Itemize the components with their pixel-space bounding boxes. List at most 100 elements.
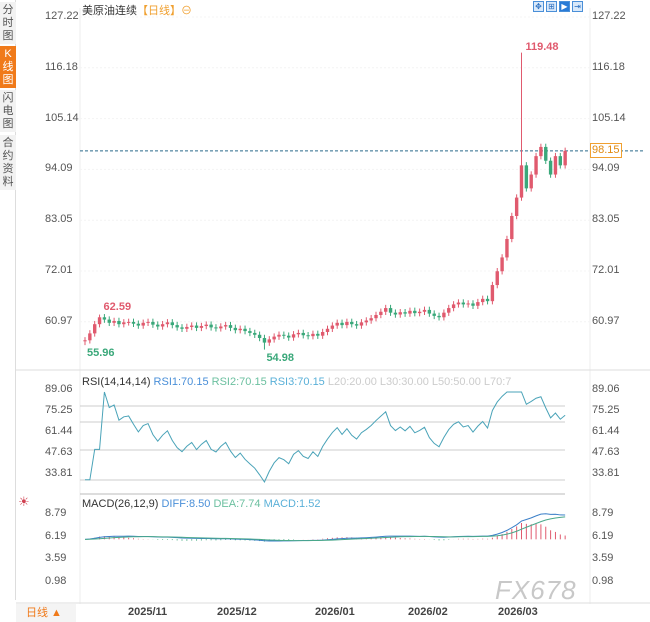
candle-body (451, 304, 456, 309)
candle-body (544, 146, 548, 161)
candle-body (335, 322, 339, 326)
candle-body (510, 215, 514, 240)
tab-flash-chart[interactable]: 闪电图 (0, 90, 16, 132)
macd-axis-label-right: 8.79 (592, 507, 614, 519)
candle-body (97, 317, 102, 325)
candle-body (126, 321, 131, 323)
tab-contract-info[interactable]: 合约资料 (0, 135, 16, 190)
candle-body (311, 333, 315, 337)
candle-body (146, 321, 150, 323)
candle-body (354, 324, 359, 326)
tab-time-chart[interactable]: 分时图 (0, 2, 16, 44)
candle-body (563, 150, 567, 166)
rsi-axis-label-right: 33.81 (592, 467, 620, 479)
rsi1-value: RSI1:70.15 (153, 376, 209, 388)
price-axis-label-right: 83.05 (592, 213, 620, 226)
candle-body (165, 322, 170, 325)
candle-body (306, 335, 310, 337)
low-annotation: 54.98 (266, 351, 294, 364)
price-axis-label: 60.97 (45, 314, 73, 327)
candle-body (296, 332, 301, 335)
candle-body (466, 303, 470, 305)
macd-axis-label-right: 6.19 (592, 529, 614, 542)
rsi-axis-label: 89.06 (45, 383, 73, 395)
date-label: 2026/03 (498, 606, 538, 618)
candle-body (379, 311, 383, 315)
macd-axis-label-right: 0.98 (592, 574, 614, 587)
rsi2-value: RSI2:70.15 (211, 376, 267, 388)
candle-body (495, 271, 499, 286)
candle-body (316, 333, 320, 336)
dea-line (84, 516, 566, 542)
candle-body (194, 325, 199, 328)
candle-body (248, 331, 252, 333)
price-axis-label-right: 127.22 (592, 10, 626, 22)
collapse-icon[interactable]: ⊖ (181, 5, 192, 17)
candle-body (442, 312, 446, 318)
rsi-label: RSI(14,14,14) (82, 376, 151, 388)
candle-body (524, 165, 529, 189)
l50-value: L50:50.00 (431, 376, 481, 388)
candle-body (553, 156, 558, 175)
period-label[interactable]: 【日线】 (137, 5, 181, 17)
date-label: 2025/11 (128, 606, 168, 618)
candle-body (180, 327, 184, 329)
candle-body (350, 321, 354, 325)
candle-body (456, 302, 461, 305)
tab-kline-chart[interactable]: K线图 (0, 46, 16, 88)
candle-body (262, 337, 267, 343)
candle-body (398, 312, 402, 315)
candle-body (539, 146, 543, 157)
candle-body (199, 326, 204, 328)
rsi-axis-label-right: 61.44 (592, 425, 620, 437)
price-axis-label-right: 72.01 (592, 264, 620, 276)
date-label: 2026/01 (315, 606, 355, 618)
dea-value: DEA:7.74 (213, 498, 261, 510)
candle-body (253, 332, 257, 335)
candle-body (238, 328, 242, 331)
candle-body (374, 314, 378, 319)
candle-body (403, 312, 407, 314)
candle-body (243, 328, 247, 332)
rsi-axis-label: 61.44 (45, 425, 73, 437)
rsi-line (85, 391, 566, 484)
candle-body (223, 325, 228, 327)
export-icon[interactable]: ⇥ (572, 1, 583, 12)
candle-body (301, 332, 305, 336)
candle-body (185, 326, 189, 329)
candle-body (384, 308, 388, 312)
price-axis-label: 127.22 (45, 10, 79, 22)
candle-body (437, 315, 441, 318)
l30-value: L30:30.00 (379, 376, 429, 388)
price-axis-label-right: 116.18 (592, 60, 625, 73)
price-axis-label-right: 94.09 (592, 162, 620, 175)
candle-body (83, 340, 87, 342)
macd-axis-label: 8.79 (45, 507, 67, 519)
candle-body (117, 320, 121, 325)
period-selector[interactable]: 日线 ▲ (16, 604, 76, 622)
candle-body (190, 325, 194, 327)
candle-body (267, 339, 271, 343)
play-icon[interactable]: ▶ (559, 1, 570, 12)
chart-title: 美原油连续【日线】⊖ (82, 2, 192, 18)
macd-axis-label: 0.98 (45, 574, 67, 587)
date-label: 2025/12 (217, 606, 257, 618)
zoom-in-icon[interactable]: ⊞ (546, 1, 557, 12)
l70-value: L70:7 (483, 376, 512, 388)
candle-body (107, 319, 111, 323)
macd-axis-label: 3.59 (45, 552, 67, 564)
move-icon[interactable]: ✥ (533, 1, 544, 12)
price-axis-label: 94.09 (45, 162, 73, 175)
candle-body (325, 328, 330, 333)
candle-body (88, 333, 92, 341)
candle-body (364, 320, 368, 323)
candle-body (408, 310, 412, 314)
candle-body (340, 322, 344, 326)
candle-body (481, 298, 485, 303)
candle-body (461, 302, 465, 305)
candle-body (141, 322, 145, 326)
candle-body (272, 336, 276, 340)
candle-body (359, 322, 364, 326)
settings-icon[interactable]: ☀ (18, 494, 30, 509)
